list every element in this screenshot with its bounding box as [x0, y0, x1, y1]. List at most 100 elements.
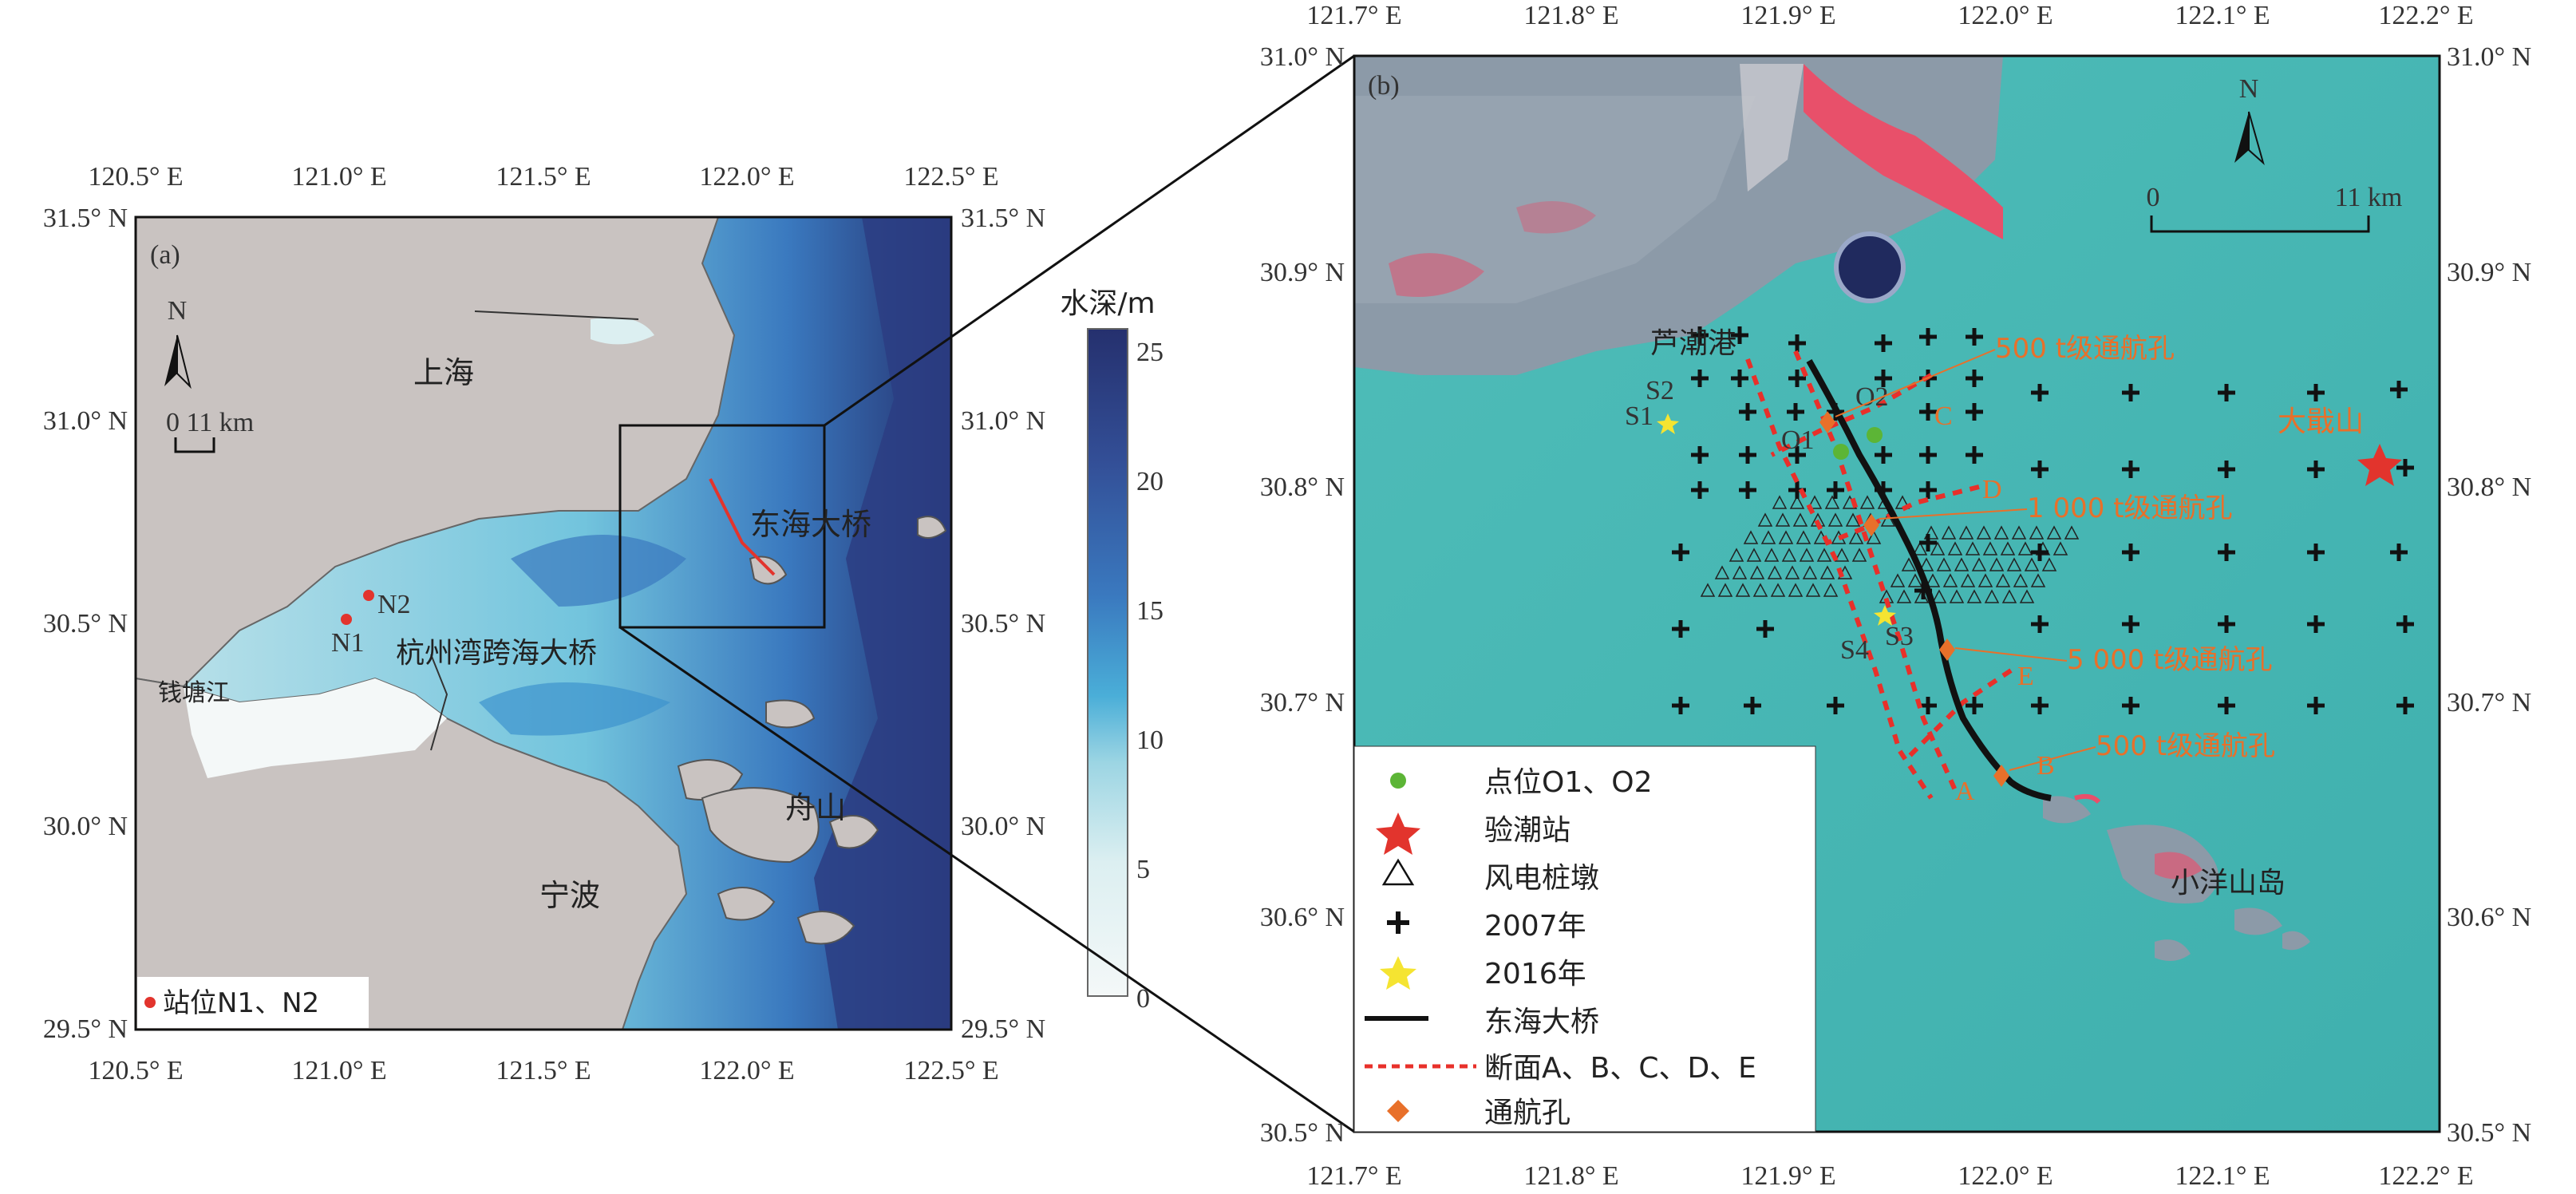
wind-turbine-triangle	[1942, 573, 1958, 587]
station-2007-cross	[1966, 370, 1983, 387]
wind-turbine-triangle	[1717, 583, 1733, 597]
station-2007-cross	[1966, 446, 1983, 464]
station-2007-cross	[1919, 328, 1937, 346]
wind-turbine-triangle	[1788, 583, 1804, 597]
wind-turbine-triangle	[1965, 541, 1981, 555]
station-2007-cross	[1739, 481, 1756, 499]
wind-turbine-triangle	[1735, 583, 1751, 597]
station-2007-cross	[2307, 615, 2325, 633]
wind-turbine-triangle	[1982, 541, 1998, 555]
wind-turbine-triangle	[1859, 495, 1875, 509]
panel-a-map: (a) N 0 11 km 上海 东海大桥 杭州湾跨海大桥 钱塘江 舟山 宁波 …	[43, 162, 1045, 1085]
station-2007-cross	[2031, 384, 2049, 401]
wind-turbine-triangle	[1930, 541, 1946, 555]
nav-hole-3	[1939, 639, 1955, 661]
label-xiaoyangshan: 小洋山岛	[2171, 867, 2286, 899]
station-2007-cross	[2396, 459, 2414, 476]
label-section-b: B	[2037, 751, 2055, 781]
legend-wind-turbine-icon	[1381, 858, 1415, 886]
wind-turbine-triangle	[1958, 525, 1974, 540]
station-2007-cross	[1744, 697, 1761, 714]
wind-turbine-triangle	[1778, 530, 1794, 544]
zoom-connector-bottom	[619, 626, 1355, 1133]
wind-turbine-triangle	[1949, 589, 1965, 603]
a-top-lon-2: 121.5° E	[496, 162, 591, 192]
station-2007-cross	[1827, 697, 1844, 714]
wind-turbine-triangle	[1993, 525, 2009, 540]
label-dashan: 大戢山	[2278, 405, 2364, 438]
panel-b-tag: (b)	[1368, 71, 1400, 101]
legend-item-2016: 2016年	[1484, 958, 1586, 990]
station-2007-cross	[1788, 370, 1806, 387]
station-2007-cross	[2031, 461, 2049, 478]
wind-turbine-triangle	[1760, 530, 1776, 544]
b-right-lat-1: 30.9° N	[2447, 258, 2531, 287]
b-top-lon-4: 122.1° E	[2175, 1, 2270, 30]
section-c	[1770, 373, 1933, 457]
a-bot-lon-3: 122.0° E	[699, 1056, 794, 1085]
wind-turbine-triangle	[2006, 557, 2022, 571]
b-right-lat-2: 30.8° N	[2447, 472, 2531, 502]
wind-turbine-triangle	[1931, 589, 1947, 603]
north-arrow-b-icon	[2234, 112, 2249, 163]
station-2007-cross	[2031, 697, 2049, 714]
station-2007-cross	[1672, 544, 1689, 561]
label-s1: S1	[1625, 401, 1653, 431]
wind-turbine-triangle	[1947, 541, 1963, 555]
legend-item-2007: 2007年	[1484, 910, 1586, 943]
wind-turbine-triangle	[1819, 565, 1835, 579]
wind-turbine-triangle	[1845, 512, 1861, 527]
north-arrow-icon	[164, 335, 177, 386]
wind-turbine-triangle	[1743, 530, 1759, 544]
b-top-lon-0: 121.7° E	[1306, 1, 1401, 30]
station-2007-cross	[1787, 403, 1804, 421]
wind-turbine-triangle	[1792, 512, 1808, 527]
station-2007-cross	[1919, 481, 1937, 499]
wind-turbine-triangle	[1802, 565, 1818, 579]
panel-a-right-ticks: 31.5° N 31.0° N 30.5° N 30.0° N 29.5° N	[961, 204, 1045, 1044]
hangzhou-bay-bridge-line	[430, 654, 448, 751]
b-top-lon-1: 121.8° E	[1523, 1, 1618, 30]
wind-turbine-triangle	[1896, 589, 1912, 603]
station-2007-cross	[2396, 697, 2414, 714]
label-channel-500-south: 500 t级通航孔	[2096, 730, 2275, 762]
wind-turbine-triangle	[2030, 573, 2046, 587]
island-zhoushan	[701, 787, 820, 864]
b-bot-lon-5: 122.2° E	[2378, 1161, 2473, 1191]
label-channel-500-north: 500 t级通航孔	[1995, 333, 2175, 365]
colorbar-ramp	[1087, 328, 1128, 997]
label-o1: O1	[1781, 425, 1815, 455]
wind-turbine-triangle	[1923, 525, 1939, 540]
b-right-lat-3: 30.7° N	[2447, 688, 2531, 718]
panel-b-top-ticks: 121.7° E 121.8° E 121.9° E 122.0° E 122.…	[1306, 1, 2473, 30]
wind-turbine-triangle	[1700, 583, 1716, 597]
b-right-lat-5: 30.5° N	[2447, 1118, 2531, 1148]
wind-turbine-triangle	[1901, 557, 1917, 571]
legend-item-tide-station: 验潮站	[1484, 814, 1570, 847]
zoom-connector-top	[824, 54, 1355, 427]
colorbar-tick-25: 25	[1136, 338, 1164, 367]
label-donghai-bridge-a: 东海大桥	[750, 507, 871, 542]
a-bot-lon-1: 121.0° E	[291, 1056, 386, 1085]
wind-turbine-triangle	[1729, 548, 1744, 562]
a-bot-lon-0: 120.5° E	[88, 1056, 183, 1085]
station-2007-cross	[1731, 370, 1748, 387]
b-bot-lon-1: 121.8° E	[1523, 1161, 1618, 1191]
a-left-lat-2: 30.5° N	[43, 609, 128, 639]
panel-b-left-ticks: 31.0° N 30.9° N 30.8° N 30.7° N 30.6° N …	[1260, 42, 1345, 1148]
b-right-lat-4: 30.6° N	[2447, 903, 2531, 932]
station-2007-cross	[2218, 544, 2235, 561]
label-channel-5000: 5 000 t级通航孔	[2067, 644, 2272, 676]
a-left-lat-4: 29.5° N	[43, 1014, 128, 1044]
panel-b-right-ticks: 31.0° N 30.9° N 30.8° N 30.7° N 30.6° N …	[2447, 42, 2531, 1148]
nav-hole-1	[1819, 411, 1835, 433]
wind-turbine-triangle	[1746, 548, 1762, 562]
station-2007-cross	[1788, 334, 1806, 352]
colorbar-title: 水深/m	[1060, 287, 1155, 320]
b-bot-lon-0: 121.7° E	[1306, 1161, 1401, 1191]
label-section-d: D	[1982, 475, 2002, 504]
label-s2: S2	[1646, 376, 1674, 405]
a-bot-lon-2: 121.5° E	[496, 1056, 591, 1085]
panel-a-left-ticks: 31.5° N 31.0° N 30.5° N 30.0° N 29.5° N	[43, 204, 128, 1044]
a-top-lon-0: 120.5° E	[88, 162, 183, 192]
